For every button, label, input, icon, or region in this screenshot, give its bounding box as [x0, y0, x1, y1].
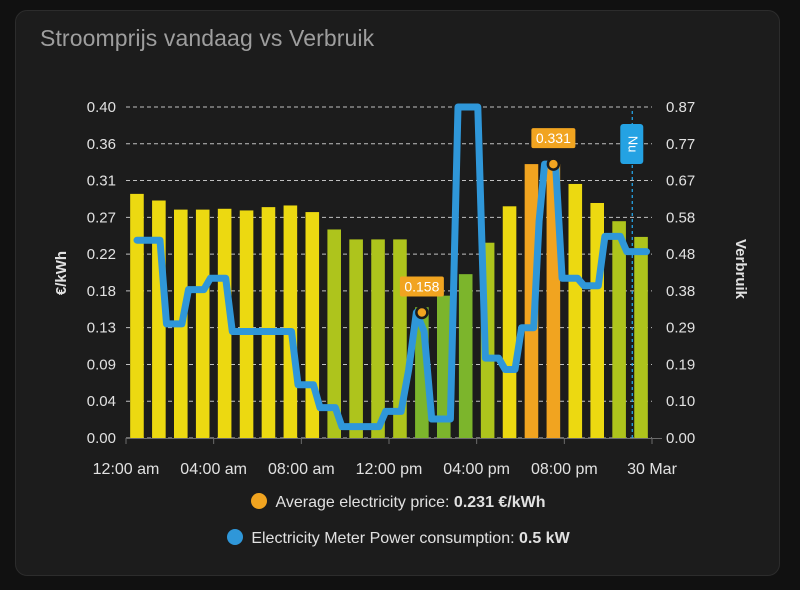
price-label-box	[531, 128, 576, 149]
y-right-tick: 0.00	[666, 430, 695, 447]
y-right-tick: 0.87	[666, 99, 695, 116]
y-left-axis-title: €/kWh	[53, 251, 70, 295]
y-left-tick: 0.22	[87, 246, 116, 263]
price-point-marker	[415, 305, 429, 320]
price-bar	[349, 239, 363, 438]
legend-price-swatch	[251, 493, 268, 509]
price-point-marker	[546, 157, 561, 171]
x-tick-label: 12:00 pm	[356, 461, 423, 478]
legend-item-price[interactable]: Average electricity price: 0.231 €/kWh	[16, 493, 781, 512]
now-marker-label: Nu	[625, 136, 640, 153]
price-bar	[327, 229, 342, 438]
price-bar	[436, 295, 451, 438]
x-tick-label: 08:00 pm	[531, 461, 598, 478]
y-right-tick: 0.67	[666, 173, 695, 190]
y-left-tick: 0.04	[87, 393, 116, 410]
y-right-tick: 0.19	[666, 356, 695, 373]
price-bar	[283, 205, 298, 438]
legend-power-label: Electricity Meter Power consumption:	[251, 530, 515, 547]
price-bar	[217, 208, 232, 438]
y-right-axis-title: Verbruik	[732, 239, 749, 300]
y-right-tick: 0.77	[666, 136, 695, 153]
legend-price-value: 0.231 €/kWh	[453, 494, 546, 511]
now-marker-tag	[620, 124, 644, 164]
price-bar	[261, 207, 276, 438]
y-left-tick: 0.18	[87, 283, 116, 300]
x-tick-label: 12:00 am	[93, 461, 160, 478]
y-left-tick: 0.00	[87, 430, 116, 447]
price-bar	[568, 183, 583, 438]
y-right-tick: 0.58	[666, 209, 695, 226]
y-left-tick: 0.27	[87, 209, 116, 226]
y-left-tick: 0.36	[87, 136, 116, 153]
price-bar	[502, 206, 517, 438]
y-right-tick: 0.29	[666, 320, 695, 337]
price-bar	[634, 236, 648, 438]
y-left-tick: 0.09	[87, 356, 116, 373]
y-right-tick: 0.38	[666, 283, 695, 300]
price-bar	[195, 209, 210, 438]
price-bar	[458, 274, 473, 438]
legend-item-power[interactable]: Electricity Meter Power consumption: 0.5…	[16, 529, 781, 548]
y-right-tick: 0.48	[666, 246, 695, 263]
y-left-tick: 0.40	[87, 99, 116, 116]
power-consumption-line	[133, 103, 650, 431]
legend-power-value: 0.5 kW	[518, 530, 570, 547]
price-data-label: 0.158	[404, 278, 439, 294]
x-tick-label: 08:00 am	[268, 461, 335, 478]
price-bar	[524, 164, 539, 438]
x-tick-label: 04:00 am	[180, 461, 247, 478]
legend-price-label: Average electricity price:	[275, 494, 450, 511]
chart-card: Stroomprijs vandaag vs Verbruik 0.40 0.87…	[15, 10, 780, 576]
price-bar	[130, 193, 144, 438]
price-label-box	[399, 276, 444, 297]
y-left-tick: 0.13	[87, 320, 116, 337]
x-tick-label: 04:00 pm	[443, 461, 510, 478]
price-bar	[371, 239, 385, 438]
card-title: Stroomprijs vandaag vs Verbruik	[40, 25, 375, 51]
legend-power-swatch	[227, 529, 244, 545]
x-tick-label: 30 Mar	[627, 461, 677, 478]
price-bar	[239, 210, 254, 438]
y-right-tick: 0.10	[666, 393, 695, 410]
y-left-tick: 0.31	[87, 173, 116, 190]
price-bar	[612, 221, 626, 438]
price-consumption-chart: 0.40 0.87 0.36 0.77 0.31 0.67 0.27 0.58 0.22 0.48…	[53, 99, 749, 478]
price-data-label: 0.331	[536, 130, 571, 146]
